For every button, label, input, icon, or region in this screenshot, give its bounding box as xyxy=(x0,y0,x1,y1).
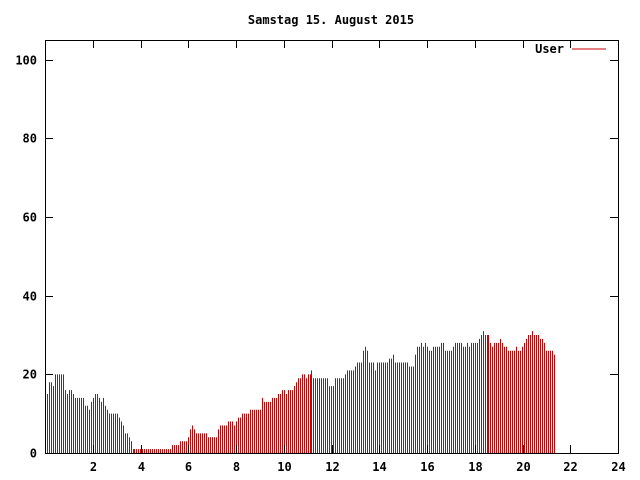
x-tick-label: 2 xyxy=(90,460,97,474)
x-tick-label: 16 xyxy=(420,460,434,474)
chart-title: Samstag 15. August 2015 xyxy=(248,13,414,27)
x-tick-label: 22 xyxy=(563,460,577,474)
x-tick-label: 6 xyxy=(185,460,192,474)
y-tick-label: 100 xyxy=(15,54,37,68)
y-tick-label: 80 xyxy=(23,132,37,146)
bar-group xyxy=(47,331,555,453)
y-tick-label: 60 xyxy=(23,211,37,225)
x-tick-label: 12 xyxy=(325,460,339,474)
x-tick-label: 4 xyxy=(138,460,145,474)
y-tick-label: 20 xyxy=(23,368,37,382)
x-tick-label: 14 xyxy=(372,460,386,474)
y-tick-label: 0 xyxy=(30,447,37,461)
x-tick-label: 10 xyxy=(277,460,291,474)
y-tick-label: 40 xyxy=(23,290,37,304)
legend: User xyxy=(535,42,606,56)
x-tick-label: 8 xyxy=(233,460,240,474)
x-tick-label: 24 xyxy=(611,460,625,474)
x-tick-label: 18 xyxy=(468,460,482,474)
legend-label: User xyxy=(535,42,564,56)
x-tick-label: 20 xyxy=(516,460,530,474)
